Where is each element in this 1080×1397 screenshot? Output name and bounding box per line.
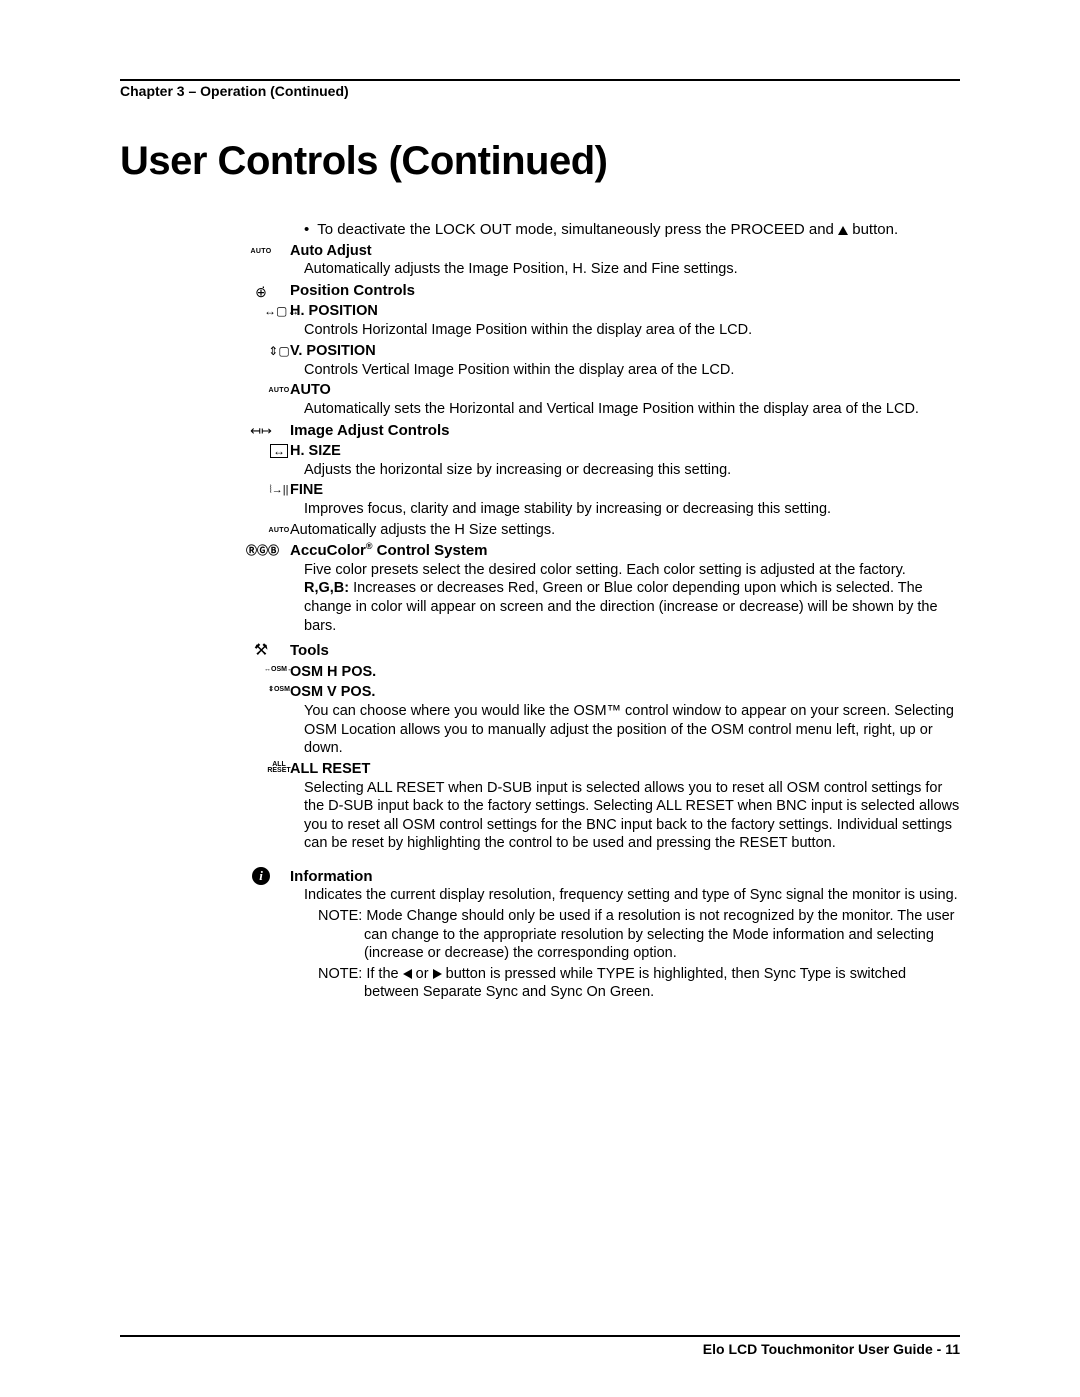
page-title: User Controls (Continued) [120,139,960,184]
info-icon: i [246,867,276,885]
v-position-heading: V. POSITION [290,342,960,361]
pos-auto-icon: AUTO [264,386,294,395]
img-auto-body: Automatically adjusts the H Size setting… [290,521,960,540]
osm-v-icon: ⇕OSM [264,687,294,693]
information-note2: NOTE: If the or button is pressed while … [364,965,960,1002]
tools-heading: Tools [290,641,960,661]
v-position-icon: ⇕▢ [264,344,294,360]
accucolor-body1: Five color presets select the desired co… [304,561,960,580]
rgb-icon: ⓇⒼⒷ [246,544,276,558]
auto-adjust-body: Automatically adjusts the Image Position… [304,260,960,279]
up-triangle-icon [838,226,848,235]
position-controls-heading: Position Controls [290,281,960,301]
pos-auto-body: Automatically sets the Horizontal and Ve… [304,400,960,419]
h-size-body: Adjusts the horizontal size by increasin… [304,461,960,480]
tools-icon: ⚒ [246,641,276,662]
position-icon: ⊕̇ [246,283,276,301]
image-adjust-icon: ↤↦ [246,423,276,440]
information-heading: Information [290,867,960,887]
h-position-icon: ↔▢↔ [264,304,294,320]
osm-h-icon: ↔OSM↔ [264,667,294,673]
pos-auto-heading: AUTO [290,381,960,400]
osm-v-heading: OSM V POS. [290,683,960,702]
all-reset-heading: ALL RESET [290,760,960,779]
left-triangle-icon [403,969,412,979]
chapter-header: Chapter 3 – Operation (Continued) [120,83,960,99]
information-body: Indicates the current display resolution… [304,886,960,905]
accucolor-body2: R,G,B: Increases or decreases Red, Green… [304,579,960,635]
img-auto-icon: AUTO [264,526,294,535]
fine-heading: FINE [290,481,960,500]
auto-adjust-heading: Auto Adjust [290,242,960,261]
accucolor-heading: AccuColor® Control System [290,541,960,561]
lockout-note: To deactivate the LOCK OUT mode, simulta… [317,220,898,240]
auto-icon: AUTO [246,247,276,256]
bullet-icon: • [304,220,309,240]
right-triangle-icon [433,969,442,979]
information-note1: NOTE: Mode Change should only be used if… [364,907,960,963]
osm-h-heading: OSM H POS. [290,663,960,682]
h-position-heading: H. POSITION [290,302,960,321]
h-position-body: Controls Horizontal Image Position withi… [304,321,960,340]
all-reset-body: Selecting ALL RESET when D-SUB input is … [304,779,960,853]
h-size-icon: ↔ [270,444,288,458]
page-footer: Elo LCD Touchmonitor User Guide - 11 [120,1335,960,1357]
fine-icon: ⦚→|| [264,483,294,497]
h-size-heading: H. SIZE [290,442,960,461]
image-adjust-heading: Image Adjust Controls [290,421,960,441]
osm-body: You can choose where you would like the … [304,702,960,758]
fine-body: Improves focus, clarity and image stabil… [304,500,960,519]
all-reset-icon: ALLRESET [264,762,294,775]
v-position-body: Controls Vertical Image Position within … [304,361,960,380]
